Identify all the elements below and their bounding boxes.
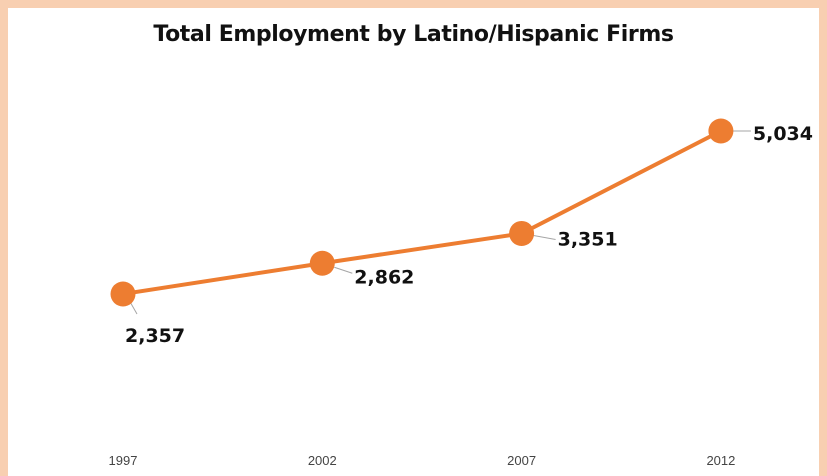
data-label: 3,351 (558, 228, 618, 250)
data-label: 2,357 (125, 325, 185, 347)
line-chart: 2,357 2,862 3,351 5,034 1997 2002 2007 2012 (109, 118, 813, 468)
leader-line (533, 234, 556, 240)
data-label: 2,862 (354, 266, 414, 288)
data-point-marker (708, 118, 734, 144)
x-axis-ticks: 1997 2002 2007 2012 (109, 453, 736, 468)
data-label: 5,034 (753, 123, 813, 145)
chart-title: Total Employment by Latino/Hispanic Firm… (153, 22, 674, 47)
data-point-marker (509, 220, 535, 246)
data-point-marker (110, 281, 136, 307)
leader-line (334, 266, 353, 274)
leader-lines (128, 130, 751, 315)
markers (110, 118, 734, 307)
x-tick-label: 1997 (109, 453, 138, 468)
chart-panel: Total Employment by Latino/Hispanic Firm… (8, 8, 819, 476)
data-point-marker (309, 250, 335, 276)
x-tick-label: 2007 (507, 453, 536, 468)
series-line (122, 129, 722, 296)
x-tick-label: 2002 (308, 453, 337, 468)
x-tick-label: 2012 (706, 453, 735, 468)
data-labels: 2,357 2,862 3,351 5,034 (125, 123, 813, 347)
